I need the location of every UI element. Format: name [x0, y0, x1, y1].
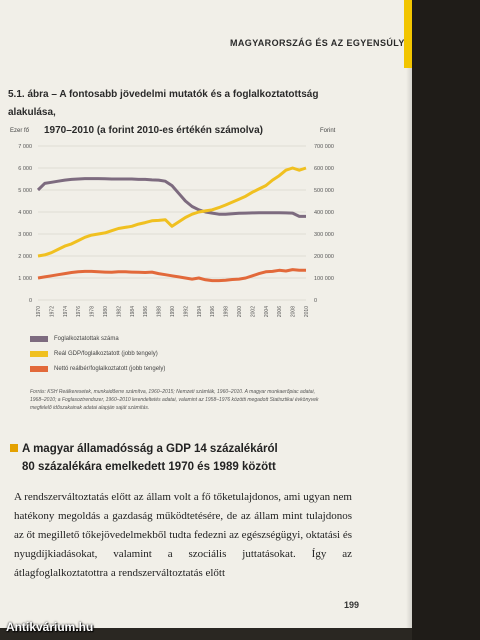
left-axis-title: Ezer fő	[10, 128, 30, 134]
y-tick-label-left: 0	[29, 298, 32, 304]
x-tick-label: 2000	[237, 306, 243, 317]
figure-title-line2: 1970–2010 (a forint 2010-es értékén szám…	[44, 125, 264, 136]
x-tick-label: 1982	[116, 306, 122, 317]
line-chart: Ezer fő Forint 7 000 700 000 6 000 600 000 5 0…	[10, 128, 336, 317]
x-tick-label: 1996	[210, 306, 216, 317]
x-tick-label: 2006	[277, 306, 283, 317]
x-tick-label: 1980	[103, 306, 109, 317]
figure-source-note: Forrás: KSH Reálkeresetek, munkaidőerre …	[30, 389, 319, 411]
legend-label: Nettó reálbér/foglalkoztatott (jobb teng…	[54, 365, 166, 372]
watermark: Antikvárium.hu	[6, 620, 94, 634]
x-tick-label: 1994	[197, 306, 203, 317]
chart-legend: Foglalkoztatottak száma Reál GDP/foglalko…	[30, 333, 165, 378]
heading-bullet-icon	[10, 444, 18, 452]
body-paragraph: A rendszerváltoztatás előtt az állam vol…	[14, 491, 352, 579]
x-tick-label: 2008	[291, 306, 297, 317]
y-tick-label-right: 700 000	[314, 144, 334, 150]
legend-label: Reál GDP/foglalkoztatott (jobb tengely)	[54, 350, 158, 357]
y-tick-label-right: 0	[314, 298, 317, 304]
series-line-2	[37, 166, 307, 258]
y-tick-label-left: 3 000	[18, 232, 32, 238]
book-edge-background	[412, 0, 480, 640]
figure-title: 5.1. ábra – A fontosabb jövedelmi mutató…	[8, 86, 338, 140]
x-tick-label: 2004	[264, 306, 270, 317]
x-tick-label: 1990	[170, 306, 176, 317]
x-tick-label: 2002	[250, 306, 256, 317]
x-tick-label: 1970	[36, 306, 42, 317]
y-tick-label-right: 200 000	[314, 254, 334, 260]
figure-title-line1: 5.1. ábra – A fontosabb jövedelmi mutató…	[8, 89, 319, 118]
legend-item: Nettó reálbér/foglalkoztatott (jobb teng…	[30, 363, 165, 374]
page-number: 199	[344, 600, 360, 610]
legend-item: Foglalkoztatottak száma	[30, 333, 165, 344]
y-tick-label-left: 5 000	[18, 188, 32, 194]
x-tick-label: 1986	[143, 306, 149, 317]
x-tick-label: 1976	[76, 306, 82, 317]
x-tick-label: 1978	[90, 306, 96, 317]
y-tick-label-left: 1 000	[18, 276, 32, 282]
y-tick-label-right: 300 000	[314, 232, 334, 238]
running-head: MAGYARORSZÁG ÉS AZ EGYENSÚLY	[230, 38, 405, 48]
x-tick-label: 2010	[304, 306, 310, 317]
y-tick-label-left: 4 000	[18, 210, 32, 216]
y-tick-label-right: 400 000	[314, 210, 334, 216]
section-heading-line2: 80 százalékára emelkedett 1970 és 1989 k…	[22, 461, 276, 473]
y-tick-label-right: 100 000	[314, 276, 334, 282]
section-heading-line1: A magyar államadósság a GDP 14 százaléká…	[22, 443, 278, 455]
book-page: MAGYARORSZÁG ÉS AZ EGYENSÚLY 5.1. ábra –…	[0, 0, 412, 628]
legend-swatch	[30, 365, 48, 372]
legend-swatch	[30, 350, 48, 357]
legend-swatch	[30, 335, 48, 342]
x-tick-label: 1974	[63, 306, 69, 317]
x-tick-label: 1984	[130, 306, 136, 317]
x-tick-label: 1998	[224, 306, 230, 317]
x-tick-label: 1972	[49, 306, 55, 317]
y-tick-label-left: 2 000	[18, 254, 32, 260]
y-tick-label-right: 500 000	[314, 188, 334, 194]
series-line-1	[36, 177, 306, 218]
y-tick-label-left: 6 000	[18, 166, 32, 172]
section-heading: A magyar államadósság a GDP 14 százaléká…	[10, 440, 310, 476]
right-axis-title: Forint	[320, 128, 336, 134]
series-line-3	[37, 268, 306, 283]
x-tick-label: 1992	[183, 306, 189, 317]
legend-label: Foglalkoztatottak száma	[54, 335, 119, 342]
y-tick-label-left: 7 000	[18, 144, 32, 150]
x-tick-label: 1988	[157, 306, 163, 317]
legend-item: Reál GDP/foglalkoztatott (jobb tengely)	[30, 348, 165, 359]
y-tick-label-right: 600 000	[314, 166, 334, 172]
body-text: A rendszerváltoztatás előtt az állam vol…	[14, 488, 352, 583]
